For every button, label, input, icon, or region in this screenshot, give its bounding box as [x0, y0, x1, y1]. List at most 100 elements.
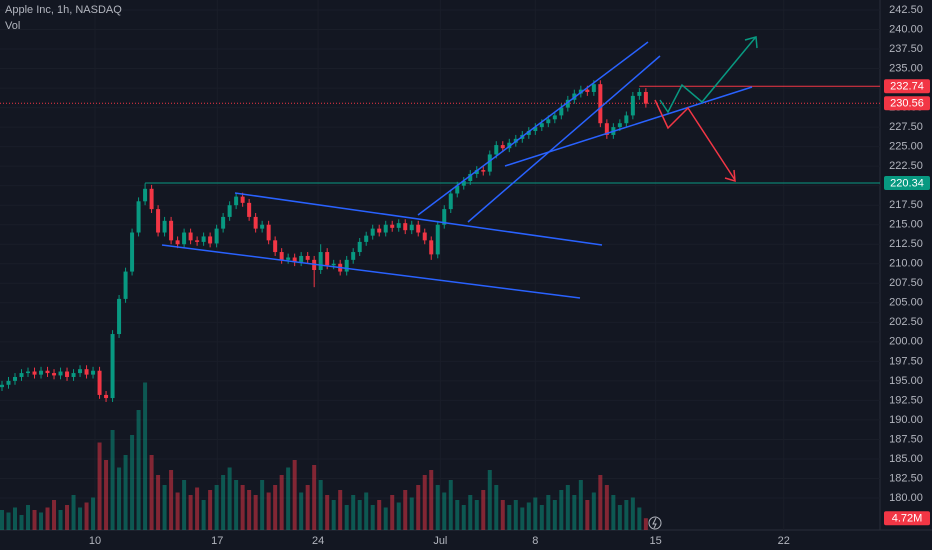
volume-bar [58, 510, 63, 530]
candle-body [585, 89, 590, 92]
volume-bar [286, 467, 291, 530]
candle-body [435, 224, 440, 255]
volume-bar [474, 500, 479, 530]
x-tick-label: Jul [433, 535, 447, 547]
candle-body [526, 131, 531, 135]
volume-bar [182, 480, 187, 530]
candle-body [364, 235, 369, 242]
replay-icon-bolt [652, 517, 657, 529]
volume-title: Vol [5, 20, 20, 32]
candle-body [403, 223, 408, 231]
candle-body [591, 84, 596, 92]
volume-bar [403, 490, 408, 530]
volume-bar [520, 507, 525, 530]
x-tick-label: 24 [312, 535, 324, 547]
volume-bar [598, 475, 603, 530]
candle-body [195, 240, 200, 242]
candle-body [227, 205, 232, 217]
volume-bar [539, 505, 544, 530]
candle-body [214, 228, 219, 244]
axes: 180.00 182.50 185.00 187.50 190.00 192.50 195.… [89, 4, 930, 547]
candle-body [143, 188, 148, 202]
volume-bar [422, 475, 427, 530]
candle-body [370, 228, 375, 236]
y-tick-label: 235.00 [889, 62, 923, 74]
volume-bar [591, 492, 596, 530]
y-tick-label: 215.00 [889, 219, 923, 231]
candle-body [123, 271, 128, 299]
replay-icon[interactable] [648, 516, 662, 530]
volume-bar [637, 507, 642, 530]
candle-body [240, 196, 245, 203]
x-tick-label: 22 [778, 535, 790, 547]
candle-body [487, 154, 492, 172]
volume-bar [13, 507, 18, 530]
volume-bar [305, 485, 310, 530]
candle-body [71, 373, 76, 377]
candle-body [429, 240, 434, 255]
volume-bar [643, 518, 648, 530]
candle-body [175, 240, 180, 245]
volume-bar [169, 470, 174, 530]
volume-bar [266, 492, 271, 530]
candle-body [344, 259, 349, 272]
volume-bar [396, 502, 401, 530]
volume-bar [234, 480, 239, 530]
x-tick-label: 17 [211, 535, 223, 547]
candle-body [331, 263, 336, 266]
volume-bar [312, 465, 317, 530]
volume-bar [318, 480, 323, 530]
candle-body [598, 84, 603, 124]
volume-bar [253, 495, 258, 530]
volume-bar [201, 500, 206, 530]
candle-body [6, 380, 11, 385]
candle-body [84, 369, 89, 375]
volume-bar [0, 510, 4, 530]
candle-body [234, 196, 239, 206]
volume-bar [240, 485, 245, 530]
candle-body [208, 236, 213, 244]
volume-bar [71, 495, 76, 530]
y-tick-label: 242.50 [889, 4, 923, 16]
forecast-arrow [654, 99, 736, 181]
volume-bar [78, 507, 83, 530]
y-tick-label: 225.00 [889, 141, 923, 153]
volume-bar [117, 467, 122, 530]
candle-body [247, 202, 252, 217]
y-tick-label: 227.50 [889, 121, 923, 133]
candle-body [422, 232, 427, 241]
volume-bar [299, 492, 304, 530]
volume-bar [533, 497, 538, 530]
trend-line [417, 41, 649, 216]
volume-bar [468, 495, 473, 530]
volume-bar [39, 512, 44, 530]
candle-body [169, 220, 174, 241]
volume-bar [617, 505, 622, 530]
trend-line [234, 192, 603, 246]
candle-body [65, 371, 70, 377]
y-tick-label: 217.50 [889, 199, 923, 211]
candle-body [104, 394, 109, 399]
volume-bar [331, 500, 336, 530]
volume-pane [0, 382, 648, 530]
arrow-head [744, 36, 758, 49]
candle-body [474, 170, 479, 174]
candle-body [221, 216, 226, 229]
volume-bar [214, 485, 219, 530]
candle-body [481, 170, 486, 172]
y-tick-label: 195.00 [889, 375, 923, 387]
candle-body [117, 298, 122, 335]
candle-body [305, 255, 310, 260]
y-tick-label: 182.50 [889, 472, 923, 484]
volume-bar [383, 507, 388, 530]
x-tick-label: 8 [532, 535, 538, 547]
volume-bar [97, 442, 102, 530]
volume-bar [604, 485, 609, 530]
volume-bar [136, 410, 141, 530]
volume-bar [578, 480, 583, 530]
candle-body [461, 180, 466, 186]
volume-bar [416, 485, 421, 530]
y-tick-label: 197.50 [889, 355, 923, 367]
candle-body [266, 224, 271, 241]
volume-bar [279, 475, 284, 530]
